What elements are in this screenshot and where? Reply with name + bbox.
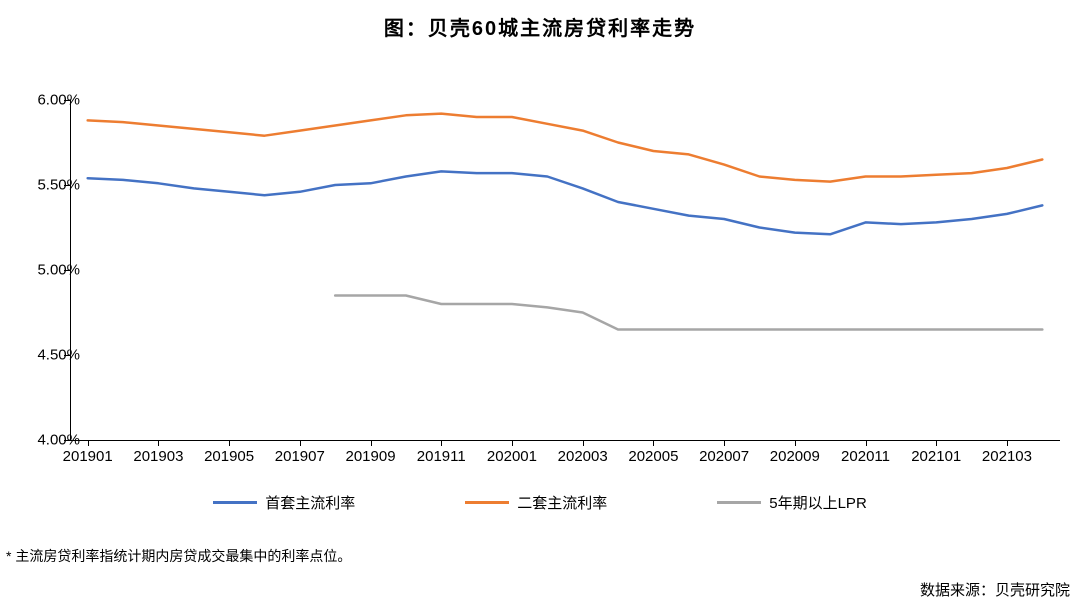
x-tick-label: 201905 [204,448,254,465]
plot-area [70,100,1060,440]
x-tick-label: 202007 [699,448,749,465]
x-tick-mark [512,440,513,446]
legend-label-lpr: 5年期以上LPR [769,492,867,513]
x-tick-mark [866,440,867,446]
x-tick-label: 202005 [628,448,678,465]
x-tick-mark [88,440,89,446]
legend-swatch-second [465,501,509,504]
x-tick-mark [371,440,372,446]
legend: 首套主流利率 二套主流利率 5年期以上LPR [0,492,1080,513]
x-tick-mark [229,440,230,446]
x-tick-label: 201903 [133,448,183,465]
x-tick-label: 202011 [841,448,890,465]
series-lines [70,100,1060,440]
legend-swatch-lpr [717,501,761,504]
x-tick-mark [158,440,159,446]
footnote: * 主流房贷利率指统计期内房贷成交最集中的利率点位。 [6,546,351,566]
legend-item-first: 首套主流利率 [213,492,355,513]
x-tick-label: 202103 [982,448,1032,465]
legend-label-first: 首套主流利率 [265,492,355,513]
x-tick-mark [441,440,442,446]
x-tick-mark [653,440,654,446]
source-note: 数据来源：贝壳研究院 [920,579,1070,600]
x-tick-mark [583,440,584,446]
legend-item-second: 二套主流利率 [465,492,607,513]
legend-label-second: 二套主流利率 [517,492,607,513]
series-line [335,296,1042,330]
series-line [88,171,1043,234]
x-tick-label: 201907 [275,448,325,465]
legend-item-lpr: 5年期以上LPR [717,492,867,513]
x-tick-label: 201911 [417,448,466,465]
chart-title: 图：贝壳60城主流房贷利率走势 [0,12,1080,41]
legend-swatch-first [213,501,257,504]
y-tick-mark [64,440,70,441]
chart-container: 图：贝壳60城主流房贷利率走势 4.00%4.50%5.00%5.50%6.00… [0,0,1080,608]
x-tick-label: 202101 [911,448,961,465]
series-line [88,114,1043,182]
x-tick-label: 201909 [346,448,396,465]
x-tick-mark [300,440,301,446]
x-tick-label: 201901 [63,448,113,465]
x-tick-label: 202003 [558,448,608,465]
x-axis-line [70,440,1060,441]
x-tick-label: 202001 [487,448,537,465]
x-tick-mark [936,440,937,446]
x-tick-mark [724,440,725,446]
x-tick-label: 202009 [770,448,820,465]
x-tick-mark [1007,440,1008,446]
x-tick-mark [795,440,796,446]
